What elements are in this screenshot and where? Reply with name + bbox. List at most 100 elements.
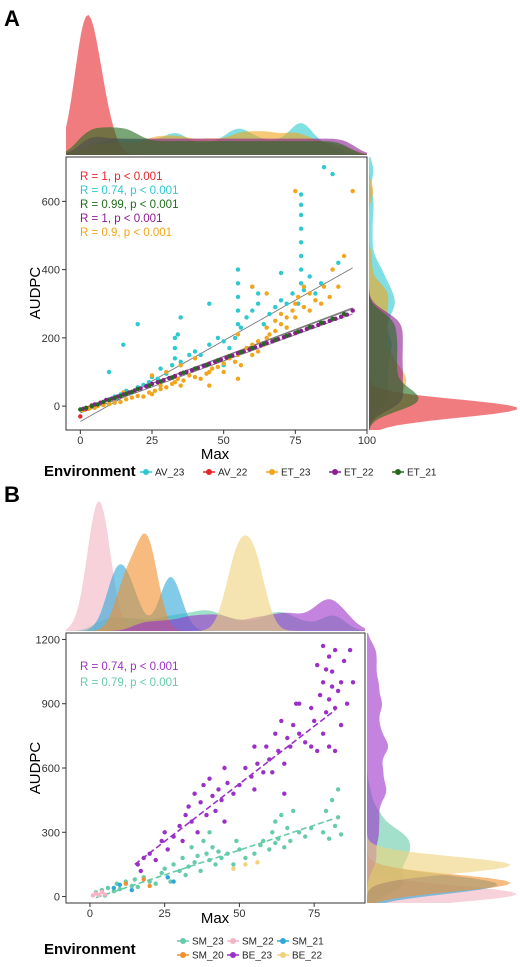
point-be-23	[326, 744, 332, 749]
point-be-23	[171, 834, 176, 839]
point-av-23	[172, 335, 178, 341]
point-be-23	[177, 823, 182, 829]
panel-b-fit-lines	[95, 709, 336, 899]
point-et-21	[238, 350, 244, 355]
point-sm-23	[171, 862, 176, 867]
point-sm-23	[231, 862, 236, 867]
panel-a-right-density	[369, 157, 517, 430]
point-be-22	[231, 866, 236, 871]
point-be-23	[159, 838, 164, 844]
point-et-23	[278, 322, 284, 327]
point-be-23	[249, 774, 254, 779]
point-av-23	[278, 298, 284, 303]
point-sm-21	[129, 887, 134, 893]
point-et-23	[293, 301, 298, 306]
point-sm-23	[225, 851, 230, 856]
panel-b-x-title: Max	[201, 910, 230, 927]
point-be-23	[252, 787, 257, 792]
point-be-23	[261, 770, 266, 775]
point-sm-23	[323, 808, 329, 814]
point-sm-23	[129, 883, 134, 889]
point-sm-23	[273, 840, 278, 846]
point-av-23	[172, 356, 178, 361]
point-et-21	[78, 407, 83, 412]
point-sm-22	[96, 892, 102, 898]
point-et-23	[175, 376, 180, 381]
point-av-22	[78, 414, 83, 419]
point-be-23	[273, 731, 278, 736]
legend-label-et-22: ET_22	[344, 468, 374, 479]
point-et-23	[250, 284, 255, 289]
point-av-23	[307, 274, 312, 279]
point-be-23	[297, 701, 302, 706]
point-et-23	[235, 376, 241, 381]
point-be-23	[326, 697, 332, 702]
point-be-23	[282, 761, 287, 766]
point-be-23	[213, 808, 218, 814]
legend-key-dot-av-23	[143, 469, 149, 475]
point-be-23	[192, 791, 197, 796]
panel-b-stats: R = 0.74, p < 0.001 R = 0.79, p < 0.001	[80, 661, 178, 689]
point-sm-23	[309, 825, 314, 831]
point-sm-21	[117, 882, 123, 887]
point-be-23	[201, 782, 206, 788]
point-et-23	[293, 188, 298, 194]
point-sm-23	[111, 889, 117, 894]
point-et-21	[101, 399, 106, 405]
point-sm-23	[267, 847, 272, 852]
point-et-23	[250, 342, 255, 347]
point-et-23	[307, 291, 312, 296]
point-av-23	[178, 359, 183, 364]
point-be-22	[243, 862, 248, 867]
point-av-23	[298, 267, 304, 272]
point-be-23	[276, 748, 281, 754]
panel-a-label: A	[4, 6, 20, 31]
point-et-23	[301, 284, 307, 289]
legend-key-dot-be-23	[230, 952, 236, 958]
point-et-21	[227, 354, 232, 359]
density-top-sm-20	[66, 533, 365, 631]
point-sm-23	[204, 851, 209, 856]
point-et-23	[350, 188, 355, 194]
x-tick-label: 50	[233, 908, 245, 920]
point-sm-23	[291, 808, 296, 814]
point-et-21	[129, 389, 135, 394]
point-et-23	[250, 352, 255, 358]
point-be-23	[210, 793, 215, 799]
x-tick-label: 0	[77, 435, 83, 447]
point-et-23	[149, 373, 155, 378]
point-av-23	[301, 287, 307, 293]
point-av-23	[273, 304, 278, 310]
point-be-23	[285, 735, 290, 741]
point-et-21	[215, 358, 221, 363]
point-et-21	[204, 363, 209, 368]
point-sm-23	[329, 797, 335, 803]
point-sm-23	[195, 853, 200, 859]
point-sm-23	[234, 838, 239, 844]
point-be-23	[335, 688, 341, 694]
point-sm-23	[216, 849, 221, 854]
point-be-23	[317, 692, 323, 698]
point-av-23	[187, 352, 192, 358]
point-be-23	[315, 748, 320, 754]
point-et-23	[341, 253, 347, 259]
point-be-23	[180, 838, 185, 844]
point-sm-23	[105, 885, 111, 891]
point-av-23	[267, 311, 272, 317]
point-sm-23	[147, 879, 152, 884]
point-et-23	[296, 294, 301, 300]
panel-b-plot-area	[65, 632, 366, 904]
point-et-23	[215, 364, 221, 370]
panel-a-legend-title: Environment	[44, 463, 136, 480]
x-tick-label: 75	[289, 435, 301, 447]
point-av-23	[298, 240, 304, 245]
panel-a-top-density	[66, 15, 367, 155]
panel-b-top-density	[66, 501, 365, 631]
point-et-23	[112, 400, 117, 405]
point-be-23	[243, 765, 248, 771]
point-be-23	[291, 722, 296, 728]
point-et-23	[290, 308, 295, 313]
point-sm-22	[99, 889, 105, 895]
point-et-23	[321, 284, 327, 289]
